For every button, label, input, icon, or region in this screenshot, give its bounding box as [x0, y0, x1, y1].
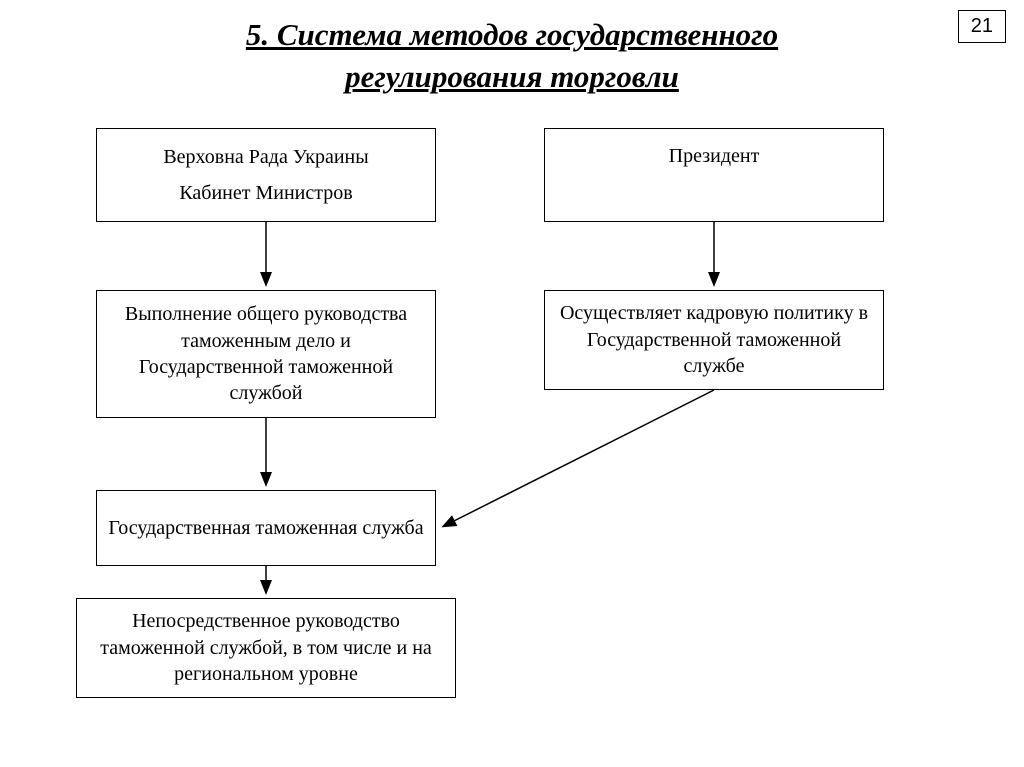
- slide-title: 5. Система методов государственного регу…: [72, 0, 952, 98]
- node-mid-left: Выполнение общего руководства таможенным…: [96, 290, 436, 418]
- node-bottom-text: Непосредственное руководство таможенной …: [87, 608, 445, 687]
- title-line2: регулирования торговли: [345, 59, 679, 94]
- node-top-left-line1: Верховна Рада Украины: [163, 144, 368, 170]
- node-mid-right: Осуществляет кадровую политику в Государ…: [544, 290, 884, 390]
- node-mid-left-text: Выполнение общего руководства таможенным…: [107, 301, 425, 407]
- arrow-midright-customs: [444, 390, 714, 526]
- node-customs-text: Государственная таможенная служба: [108, 515, 423, 541]
- node-mid-right-text: Осуществляет кадровую политику в Государ…: [555, 300, 873, 379]
- node-top-left-line2: Кабинет Министров: [179, 180, 352, 206]
- node-top-right-text: Президент: [669, 143, 760, 169]
- node-customs: Государственная таможенная служба: [96, 490, 436, 566]
- node-top-right: Президент: [544, 128, 884, 222]
- node-bottom: Непосредственное руководство таможенной …: [76, 598, 456, 698]
- node-top-left: Верховна Рада Украины Кабинет Министров: [96, 128, 436, 222]
- title-line1: 5. Система методов государственного: [246, 17, 778, 52]
- page-number: 21: [958, 10, 1006, 43]
